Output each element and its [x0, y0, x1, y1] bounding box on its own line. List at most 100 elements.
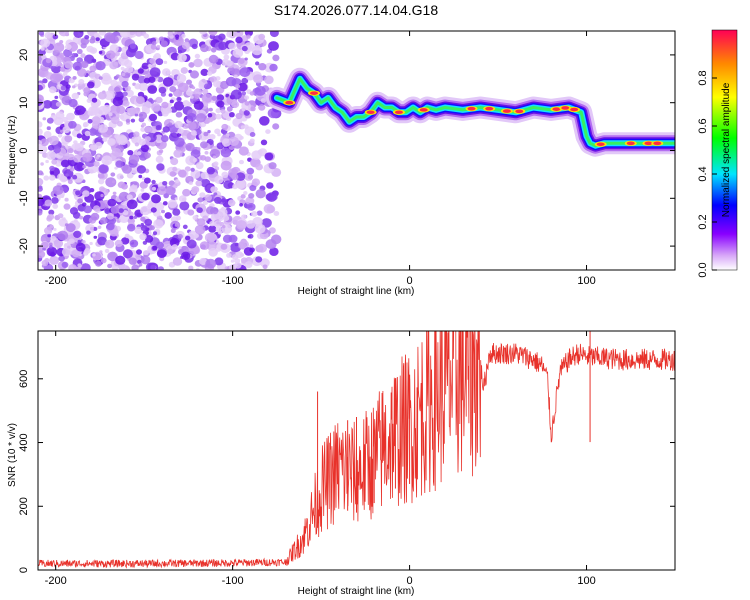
noise-blob — [68, 98, 78, 108]
noise-blob — [169, 86, 177, 93]
noise-blob — [65, 223, 76, 233]
noise-blob — [76, 48, 83, 55]
noise-blob — [182, 224, 188, 229]
noise-blob — [256, 210, 263, 216]
noise-blob — [202, 88, 209, 95]
noise-blob — [93, 32, 100, 38]
noise-blob — [80, 61, 89, 69]
noise-blob — [213, 80, 221, 88]
noise-blob — [255, 163, 263, 171]
noise-blob — [246, 220, 256, 229]
noise-blob — [104, 239, 115, 249]
noise-blob — [141, 122, 146, 127]
noise-blob — [55, 111, 65, 120]
noise-blob — [138, 138, 146, 146]
noise-blob — [45, 58, 52, 64]
noise-blob — [214, 175, 224, 184]
noise-blob — [51, 197, 59, 204]
noise-blob — [255, 189, 266, 199]
noise-blob — [53, 146, 61, 154]
ridge-peak-red — [626, 141, 635, 146]
noise-blob — [250, 106, 256, 112]
noise-blob — [148, 76, 156, 83]
ridge-peak-red — [285, 100, 294, 105]
noise-blob — [235, 112, 243, 120]
noise-blob — [241, 91, 247, 96]
noise-blob — [98, 135, 102, 140]
noise-blob — [174, 31, 182, 36]
noise-blob — [218, 41, 228, 51]
noise-blob — [190, 169, 201, 179]
noise-blob — [240, 253, 245, 257]
noise-blob — [57, 230, 69, 241]
noise-blob — [249, 244, 254, 248]
noise-blob — [76, 133, 83, 139]
noise-blob — [107, 138, 116, 146]
noise-blob — [228, 264, 235, 270]
noise-blob — [237, 82, 248, 92]
noise-blob — [40, 162, 44, 166]
noise-blob — [260, 98, 267, 103]
noise-blob — [134, 50, 144, 60]
noise-blob — [140, 188, 145, 192]
noise-blob — [38, 94, 44, 103]
noise-blob — [99, 217, 108, 225]
noise-blob — [127, 223, 136, 232]
noise-blob — [42, 117, 47, 121]
noise-blob — [190, 130, 197, 136]
noise-blob — [243, 110, 250, 116]
noise-blob — [111, 180, 116, 184]
noise-blob — [77, 263, 82, 268]
noise-blob — [100, 257, 107, 264]
noise-blob — [38, 48, 46, 56]
noise-blob — [204, 232, 216, 243]
noise-blob — [159, 149, 164, 154]
noise-blob — [246, 167, 255, 175]
noise-blob — [185, 142, 195, 152]
noise-blob — [263, 204, 275, 214]
colorbar-tick-label: 0.0 — [697, 262, 709, 277]
noise-blob — [200, 155, 207, 161]
noise-blob — [93, 226, 98, 231]
noise-blob — [185, 155, 197, 166]
x-tick-label: -200 — [45, 575, 67, 587]
noise-blob — [74, 143, 84, 152]
noise-blob — [214, 128, 221, 135]
noise-blob — [176, 96, 182, 102]
noise-blob — [156, 249, 167, 258]
snr-frame — [37, 330, 676, 571]
noise-blob — [116, 173, 124, 180]
noise-blob — [83, 205, 92, 214]
ridge-peak-red — [644, 141, 653, 146]
colorbar — [711, 29, 738, 271]
noise-blob — [222, 225, 226, 229]
noise-blob — [188, 62, 195, 68]
noise-blob — [140, 216, 146, 222]
noise-blob — [43, 175, 50, 181]
y-tick-label: 200 — [18, 497, 30, 515]
noise-blob — [59, 66, 66, 72]
noise-blob — [158, 86, 167, 94]
noise-blob — [234, 262, 242, 269]
noise-blob — [249, 132, 256, 137]
noise-blob — [78, 79, 85, 85]
noise-blob — [204, 151, 209, 155]
x-tick-label: 100 — [577, 575, 595, 587]
x-tick-label: -100 — [222, 575, 244, 587]
noise-blob — [116, 134, 127, 145]
noise-blob — [169, 171, 176, 177]
noise-blob — [268, 41, 279, 51]
noise-blob — [171, 244, 178, 250]
noise-blob — [235, 172, 246, 181]
noise-blob — [215, 113, 222, 120]
noise-blob — [80, 263, 91, 270]
noise-blob — [145, 262, 156, 270]
noise-blob — [134, 182, 138, 186]
noise-blob — [81, 202, 87, 207]
noise-blob — [111, 116, 120, 125]
noise-blob — [200, 68, 209, 76]
noise-blob — [136, 165, 146, 174]
noise-blob — [158, 36, 165, 42]
noise-blob — [193, 100, 204, 110]
noise-blob — [149, 225, 155, 231]
